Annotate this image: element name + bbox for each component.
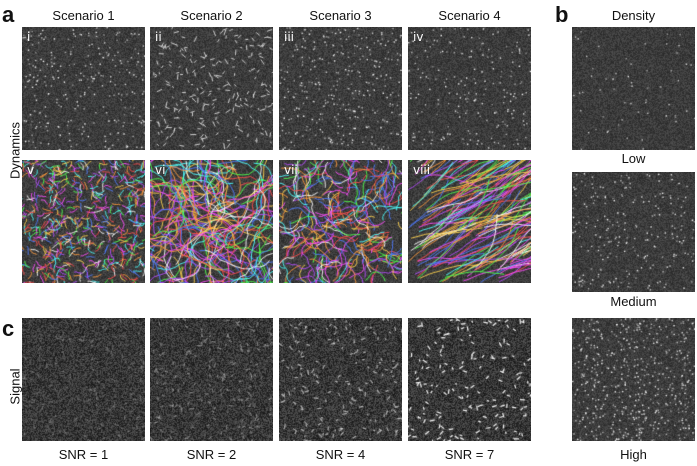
roman-label: vii (284, 163, 298, 177)
snr-7-image (408, 318, 531, 441)
signal-row-label: Signal (7, 368, 23, 405)
density-medium-label: Medium (610, 294, 657, 309)
scenario-1-tracks-image: v (22, 160, 145, 283)
scenario-3-tracks-image: vii (279, 160, 402, 283)
snr-2-label: SNR = 2 (186, 447, 237, 462)
scenario-2-particles-image: ii (150, 27, 273, 150)
snr-4-image (279, 318, 402, 441)
roman-label: iv (413, 30, 424, 44)
snr-2-image (150, 318, 273, 441)
scenario-1-header: Scenario 1 (52, 8, 115, 23)
roman-label: v (27, 163, 35, 177)
roman-label: viii (413, 163, 431, 177)
scenario-4-particles-image: iv (408, 27, 531, 150)
panel-letter-a: a (2, 2, 15, 27)
density-low-image (572, 27, 695, 150)
scenario-3-particles-image: iii (279, 27, 402, 150)
snr-4-label: SNR = 4 (315, 447, 366, 462)
panel-letter-b: b (555, 2, 569, 27)
scenario-4-header: Scenario 4 (438, 8, 501, 23)
roman-label: i (27, 30, 31, 44)
density-low-label: Low (621, 151, 646, 166)
scenario-2-header: Scenario 2 (180, 8, 243, 23)
roman-label: iii (284, 30, 295, 44)
roman-label: vi (155, 163, 166, 177)
scenario-2-tracks-image: vi (150, 160, 273, 283)
panel-letter-c: c (2, 316, 15, 341)
density-high-label: High (620, 447, 647, 462)
density-header: Density (611, 8, 656, 23)
snr-1-label: SNR = 1 (58, 447, 109, 462)
snr-7-label: SNR = 7 (444, 447, 495, 462)
scenario-1-particles-image: i (22, 27, 145, 150)
roman-label: ii (155, 30, 162, 44)
scenario-4-tracks-image: viii (408, 160, 531, 283)
snr-1-image (22, 318, 145, 441)
density-medium-image (572, 172, 695, 292)
dynamics-row-label: Dynamics (7, 121, 23, 180)
density-high-image (572, 318, 695, 441)
scenario-3-header: Scenario 3 (309, 8, 372, 23)
